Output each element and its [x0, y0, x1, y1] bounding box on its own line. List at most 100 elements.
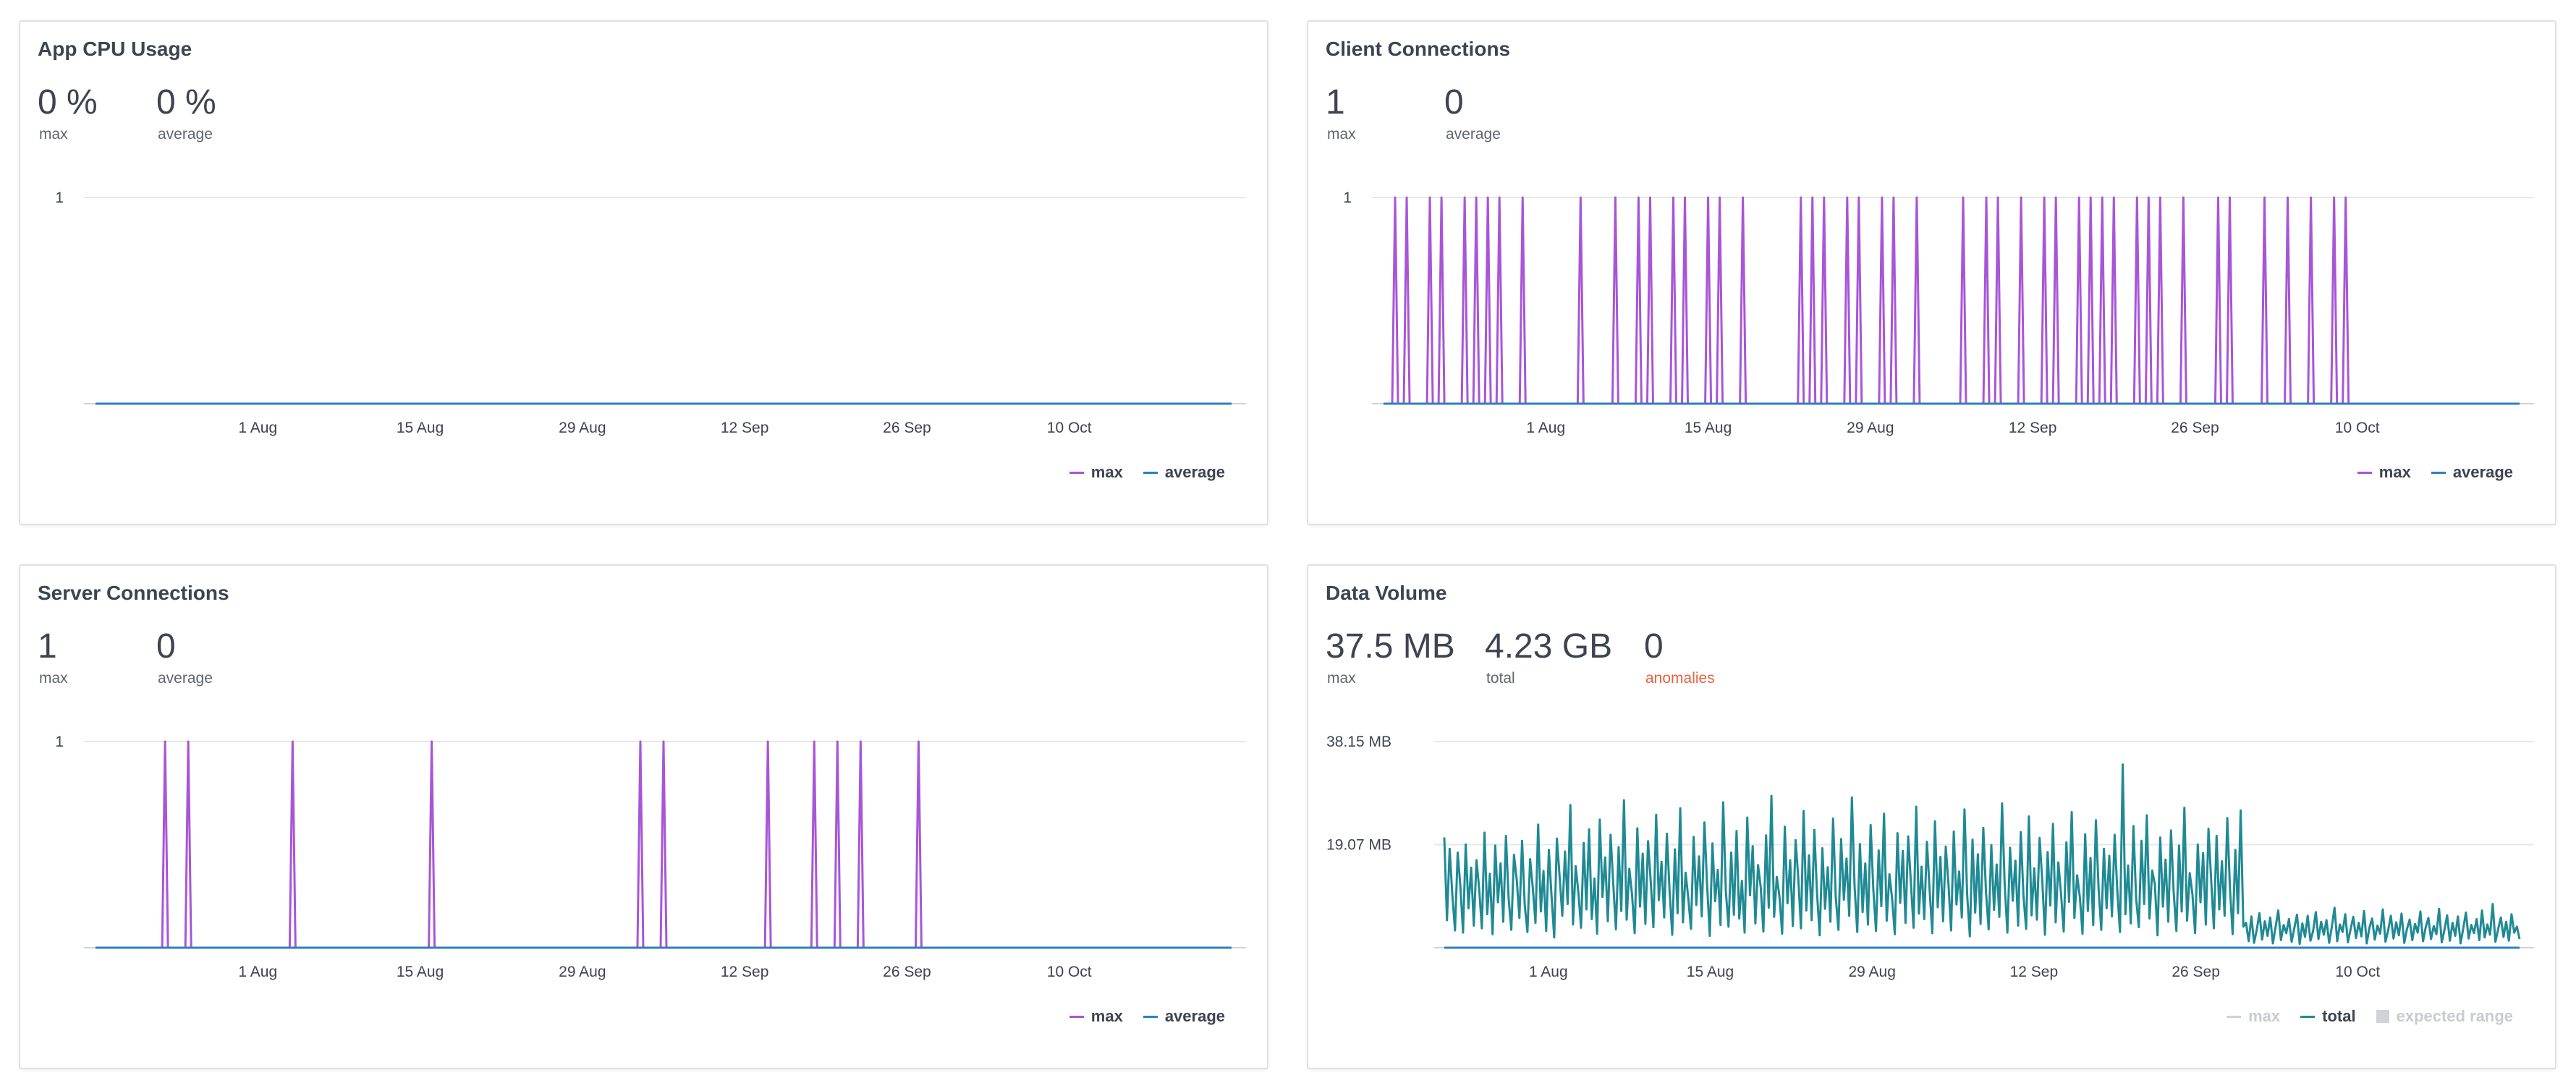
- x-tick-label: 29 Aug: [1849, 964, 1896, 980]
- spike-max: [2086, 196, 2095, 404]
- legend-item-total[interactable]: total: [2300, 1007, 2356, 1026]
- legend: max average: [1069, 1007, 1225, 1026]
- x-tick-label: 29 Aug: [559, 420, 606, 436]
- spike-max: [2156, 196, 2164, 404]
- legend-item-max[interactable]: max: [2227, 1007, 2280, 1026]
- spike-max: [1959, 196, 1967, 404]
- spike-max: [1425, 196, 1434, 404]
- x-tick-label: 15 Aug: [1687, 964, 1734, 980]
- spike-max: [1437, 196, 1446, 404]
- spike-max: [2132, 196, 2141, 404]
- chart-data-volume: 38.15 MB 19.07 MB 1 Aug 15 Aug 29 Aug 12 Sep 2…: [1326, 734, 2534, 980]
- panel-title: App CPU Usage: [38, 38, 192, 60]
- spike-max: [2179, 196, 2187, 404]
- plot-area: 1 1 Aug 15 Aug 29 Aug 12 Sep 26 Sep 10 Oct: [55, 190, 1246, 436]
- x-tick-label: 26 Sep: [883, 964, 931, 980]
- x-tick-label: 15 Aug: [397, 420, 444, 436]
- spike-max: [1681, 196, 1690, 404]
- spike-max: [1576, 196, 1585, 404]
- stat-value: 0: [156, 627, 176, 666]
- x-tick-label: 26 Sep: [883, 420, 931, 436]
- stat-total: 4.23 GB total: [1485, 628, 1612, 687]
- legend-item-max[interactable]: max: [1069, 463, 1123, 482]
- stat-label: average: [158, 126, 213, 143]
- x-tick-label: 1 Aug: [1529, 964, 1568, 980]
- x-tick-label: 10 Oct: [2335, 420, 2380, 436]
- spike-max: [2330, 196, 2339, 404]
- spike-max: [2342, 196, 2350, 404]
- spike-max: [810, 740, 818, 948]
- x-tick-label: 15 Aug: [397, 964, 444, 980]
- spike-max: [2040, 196, 2048, 404]
- spike-max: [1889, 196, 1898, 404]
- stat-value: 0: [1644, 627, 1664, 666]
- spike-max: [833, 740, 842, 948]
- spike-max: [1391, 196, 1399, 404]
- spike-max: [1472, 196, 1480, 404]
- spike-max: [763, 740, 772, 948]
- stat-value: 1: [1326, 83, 1345, 122]
- legend-item-expected-range[interactable]: expected range: [2376, 1007, 2513, 1026]
- legend-item-max[interactable]: max: [2357, 463, 2411, 482]
- spike-max: [161, 740, 169, 948]
- spike-max: [2017, 196, 2025, 404]
- legend-label: max: [1090, 463, 1123, 481]
- panel-app-cpu-usage: App CPU Usage 0 % max 0 % average 1 1 Aug…: [19, 20, 1268, 525]
- stat-max: 37.5 MB max: [1326, 628, 1455, 687]
- panel-title: Data Volume: [1326, 582, 1447, 604]
- stat-value: 0: [1444, 83, 1464, 122]
- panel-server-connections: Server Connections 1 max 0 average 1 1 Au…: [19, 564, 1268, 1069]
- legend-swatch-icon: [2300, 1015, 2316, 1018]
- legend-label: max: [1090, 1007, 1123, 1025]
- spike-max: [1460, 196, 1469, 404]
- spike-max: [428, 740, 436, 948]
- legend-swatch-icon: [1143, 1015, 1158, 1018]
- spike-max: [2307, 196, 2316, 404]
- legend-swatch-icon: [1143, 471, 1158, 474]
- spike-max: [2284, 196, 2292, 404]
- x-tick-label: 29 Aug: [559, 964, 606, 980]
- stat-value: 37.5 MB: [1326, 627, 1455, 666]
- spike-max: [1716, 196, 1724, 404]
- x-tick-label: 29 Aug: [1847, 420, 1894, 436]
- legend-item-average[interactable]: average: [1143, 1007, 1225, 1026]
- legend-label: average: [1164, 463, 1225, 481]
- legend: max total expected range: [2227, 1007, 2513, 1026]
- stat-average: 0 % average: [156, 84, 216, 143]
- legend-label: expected range: [2396, 1007, 2513, 1025]
- x-tick-label: 1 Aug: [238, 420, 277, 436]
- legend-item-max[interactable]: max: [1069, 1007, 1123, 1026]
- spike-max: [1797, 196, 1805, 404]
- stat-label: total: [1486, 670, 1515, 687]
- spike-max: [1808, 196, 1817, 404]
- stat-label: average: [158, 670, 213, 687]
- legend-item-average[interactable]: average: [2431, 463, 2513, 482]
- spike-max: [2213, 196, 2222, 404]
- x-tick-label: 15 Aug: [1685, 420, 1732, 436]
- stat-max: 1 max: [38, 628, 68, 687]
- spike-max: [1912, 196, 1921, 404]
- stat-anomalies: 0 anomalies: [1644, 628, 1715, 687]
- panel-client-connections: Client Connections 1 max 0 average 1 1 Au…: [1307, 20, 2556, 525]
- stat-value: 0 %: [38, 83, 98, 122]
- y-tick-label: 19.07 MB: [1326, 837, 1391, 854]
- spike-max: [1982, 196, 1991, 404]
- legend-item-average[interactable]: average: [1143, 463, 1225, 482]
- y-tick-label: 1: [55, 190, 64, 206]
- legend-label: average: [2452, 463, 2513, 481]
- stat-label: max: [39, 670, 68, 687]
- x-tick-label: 26 Sep: [2172, 964, 2220, 980]
- legend-swatch-icon: [2227, 1015, 2242, 1018]
- legend-swatch-icon: [2376, 1010, 2389, 1023]
- spike-max: [2109, 196, 2118, 404]
- legend-swatch-icon: [1069, 1015, 1084, 1018]
- stat-label: average: [1446, 126, 1501, 143]
- stat-label: max: [1327, 670, 1356, 687]
- chart-server-connections: 1 1 Aug 15 Aug 29 Aug 12 Sep 26 Sep 10 Oct: [55, 734, 1246, 980]
- legend-swatch-icon: [1069, 471, 1084, 474]
- spike-max: [2098, 196, 2106, 404]
- spike-max: [2051, 196, 2060, 404]
- spike-max: [1704, 196, 1713, 404]
- spike-max: [2144, 196, 2153, 404]
- spike-max: [184, 740, 192, 948]
